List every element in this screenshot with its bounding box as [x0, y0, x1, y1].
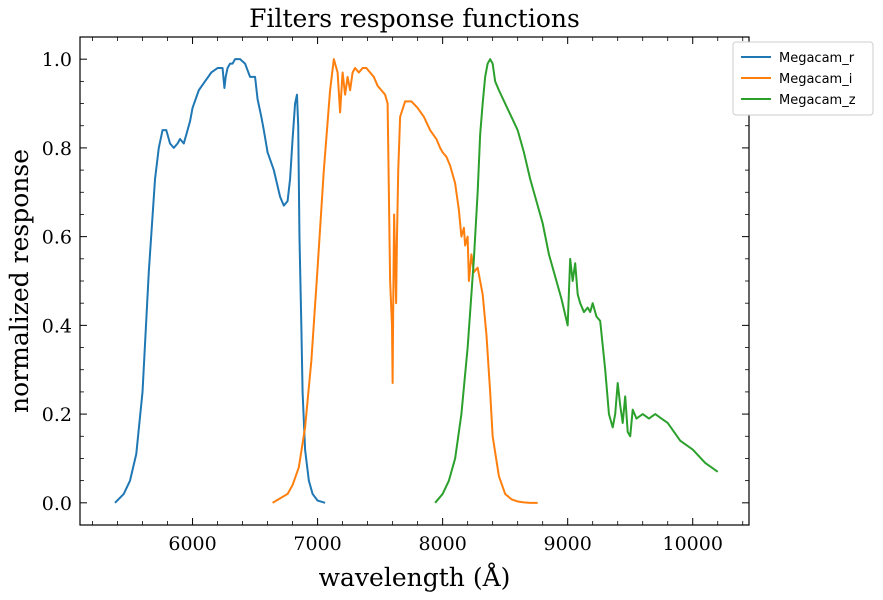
legend-label: Megacam_i: [779, 72, 852, 87]
series-line-megacam-r: [114, 58, 326, 504]
legend-label: Megacam_r: [779, 51, 855, 66]
x-tick-label: 6000: [168, 533, 216, 555]
y-axis-label: normalized response: [5, 149, 34, 413]
y-tick-label: 1.0: [42, 49, 72, 71]
legend: Megacam_r Megacam_i Megacam_z: [732, 41, 874, 116]
plot-frame: [79, 36, 750, 526]
y-tick-label: 0.2: [42, 404, 72, 426]
legend-box: [732, 41, 874, 116]
x-tick-label: 9000: [544, 533, 592, 555]
x-tick-label: 7000: [293, 533, 341, 555]
x-tick-label: 10000: [663, 533, 723, 555]
y-tick-label: 0.4: [42, 315, 72, 337]
chart-title: Filters response functions: [249, 4, 580, 33]
series-line-megacam-i: [272, 58, 538, 504]
axis-ticks: 6000 7000 8000 9000 10000 0.0 0.2 0.4 0.6 0.8 1.0: [42, 36, 749, 555]
y-tick-label: 0.6: [42, 227, 72, 249]
x-tick-label: 8000: [418, 533, 466, 555]
y-tick-label: 0.0: [42, 493, 72, 515]
series-line-megacam-z: [434, 58, 719, 504]
plot-lines: [114, 58, 719, 504]
legend-label: Megacam_z: [779, 93, 856, 108]
x-axis-label: wavelength (Å): [319, 562, 511, 592]
y-tick-label: 0.8: [42, 138, 72, 160]
